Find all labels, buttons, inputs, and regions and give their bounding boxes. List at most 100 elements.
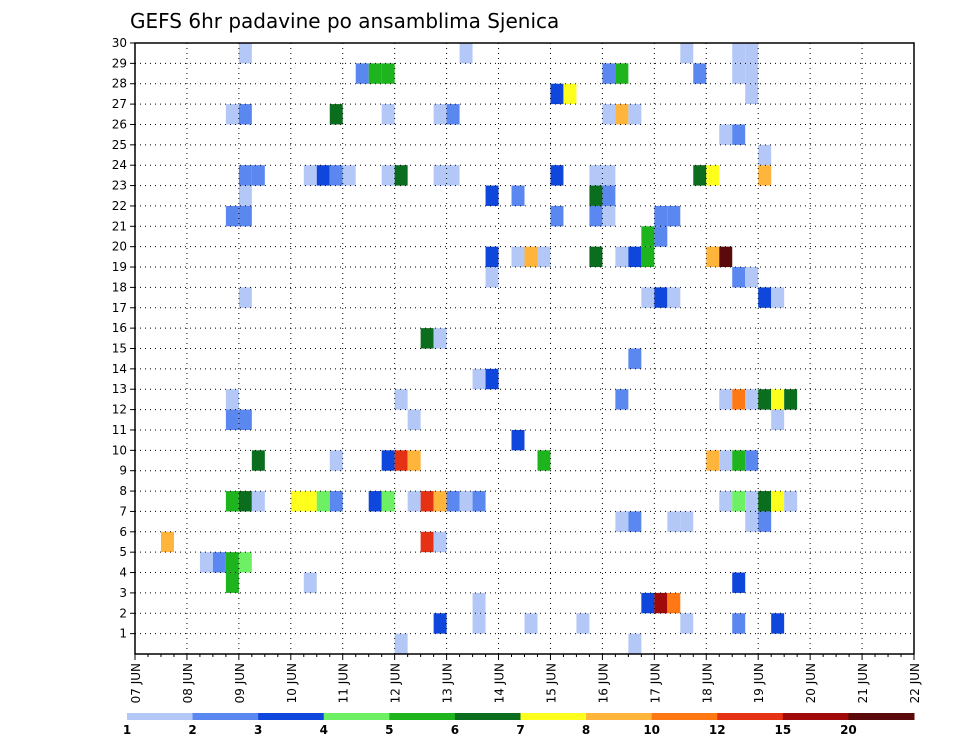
precip-cell (732, 572, 746, 593)
precip-cell (238, 165, 252, 186)
precip-cell (225, 205, 239, 227)
precip-cell (381, 491, 395, 512)
precip-cell (641, 226, 655, 247)
x-tick-label: 11 JUN (337, 663, 351, 703)
precip-cell (784, 491, 798, 512)
precip-cell (446, 491, 460, 512)
precip-cell (472, 592, 486, 614)
precip-cell (615, 63, 629, 84)
precip-cell (745, 389, 759, 410)
precip-cell (654, 287, 668, 308)
y-tick-label: 18 (112, 280, 127, 294)
precip-cell (680, 613, 694, 634)
y-tick-label: 19 (112, 260, 127, 274)
y-tick-label: 3 (119, 586, 127, 600)
precip-cell (589, 165, 603, 186)
legend-label: 4 (320, 723, 328, 737)
precip-cell (407, 409, 421, 430)
y-tick-label: 9 (119, 464, 127, 478)
precip-cell (225, 389, 239, 410)
precip-cell (381, 63, 395, 84)
precip-cell (706, 246, 720, 268)
precip-cell (732, 450, 746, 471)
precip-cell (615, 246, 629, 268)
precip-cell (524, 613, 538, 634)
x-tick-label: 14 JUN (493, 663, 507, 703)
precip-cell (329, 491, 343, 512)
precip-cell (485, 368, 499, 390)
precip-cell (732, 613, 746, 634)
precip-cell (628, 246, 642, 268)
precip-cell (784, 389, 798, 410)
legend-swatch (454, 713, 521, 720)
legend-label: 2 (188, 723, 196, 737)
precip-cell (251, 491, 265, 512)
precip-cell (667, 511, 681, 532)
precip-cell (433, 328, 447, 349)
precip-cell (329, 165, 343, 186)
y-tick-label: 28 (112, 77, 127, 91)
precip-cell (758, 511, 772, 532)
precip-cell (628, 348, 642, 369)
precip-cell (680, 43, 694, 64)
precip-cell (472, 613, 486, 634)
precip-cell (225, 552, 239, 573)
precip-cell (719, 246, 733, 268)
precip-cell (329, 104, 343, 125)
precip-cell (628, 104, 642, 125)
precip-cell (771, 389, 785, 410)
y-tick-label: 27 (112, 97, 127, 111)
precip-cell (667, 287, 681, 308)
x-tick-label: 08 JUN (181, 663, 195, 703)
precip-cell (758, 144, 772, 166)
precip-cell (550, 83, 564, 105)
x-tick-label: 09 JUN (233, 663, 247, 703)
precip-cell (394, 165, 408, 186)
precip-cell (238, 287, 252, 308)
y-tick-label: 11 (112, 423, 127, 437)
precip-cell (771, 287, 785, 308)
precip-cell (407, 491, 421, 512)
precip-cell (446, 165, 460, 186)
x-tick-label: 19 JUN (752, 663, 766, 703)
precip-cell (706, 165, 720, 186)
precip-cell (485, 185, 499, 206)
precip-cell (589, 185, 603, 206)
precip-cell (368, 491, 382, 512)
precip-cell (602, 104, 616, 125)
precip-cell (511, 185, 525, 206)
precip-cell (745, 511, 759, 532)
precip-cell (732, 63, 746, 84)
precip-cell (381, 104, 395, 125)
precip-cell (303, 165, 317, 186)
y-tick-label: 25 (112, 138, 127, 152)
precip-cell (576, 613, 590, 634)
precip-cell (654, 226, 668, 247)
precip-cell (459, 43, 473, 64)
y-tick-label: 30 (112, 36, 127, 50)
precip-cell (680, 511, 694, 532)
precip-cell (537, 246, 551, 268)
y-tick-label: 6 (119, 525, 127, 539)
x-tick-label: 21 JUN (856, 663, 870, 703)
precip-cell (459, 491, 473, 512)
legend-swatch (389, 713, 456, 720)
y-tick-label: 24 (112, 158, 127, 172)
precip-cell (641, 592, 655, 614)
x-tick-label: 15 JUN (544, 663, 558, 703)
precip-cell (602, 205, 616, 227)
y-tick-label: 26 (112, 117, 127, 131)
y-tick-label: 12 (112, 403, 127, 417)
legend-label: 20 (840, 723, 857, 737)
legend-swatch (323, 713, 390, 720)
precip-cell (303, 572, 317, 593)
color-legend: 1 2 3 4 5 6 7 8 10 12 15 20 (123, 713, 915, 737)
precip-cell (602, 63, 616, 84)
precip-cell (316, 491, 330, 512)
precip-cell (225, 572, 239, 593)
precip-cell (433, 613, 447, 634)
precip-cell (511, 429, 525, 451)
y-tick-label: 21 (112, 219, 127, 233)
precip-cell (329, 450, 343, 471)
